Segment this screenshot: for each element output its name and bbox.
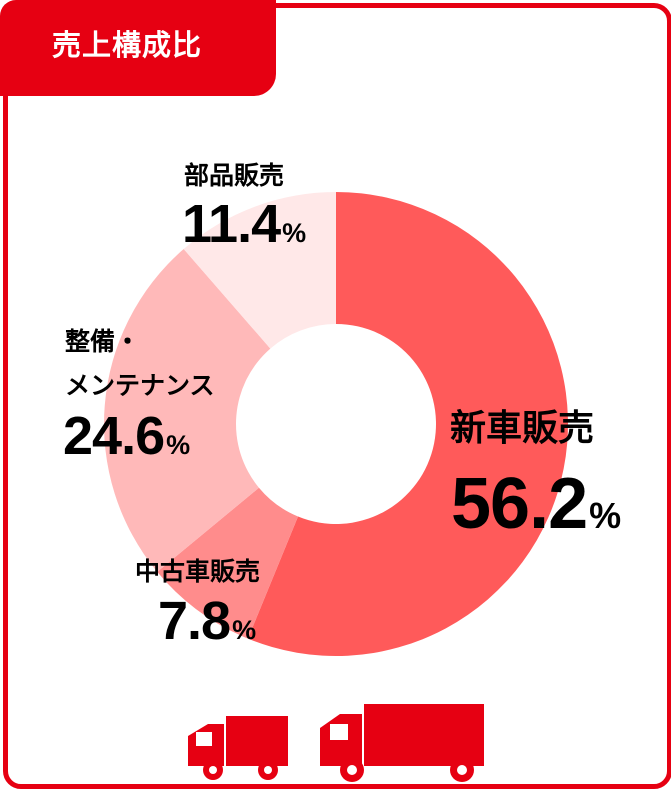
- label-new: 新車販売: [450, 408, 595, 449]
- value-new: 56.2%: [451, 464, 622, 544]
- slice-used-car-sales: [157, 487, 299, 639]
- value-parts: 11.4%: [182, 194, 307, 254]
- label-service-line2: メンテナンス: [65, 371, 215, 400]
- value-used: 7.8%: [158, 591, 257, 651]
- value-service: 24.6%: [63, 406, 191, 466]
- chart-card: [3, 3, 671, 789]
- large-truck-icon: [320, 704, 484, 782]
- label-parts: 部品販売: [184, 161, 285, 190]
- slice-new-car-sales: [247, 192, 569, 656]
- slice-maintenance: [103, 249, 271, 572]
- label-service-line1: 整備・: [65, 327, 141, 356]
- slice-parts-sales: [183, 192, 336, 349]
- label-used: 中古車販売: [135, 557, 261, 586]
- chart-title: 売上構成比: [52, 28, 203, 62]
- title-tab: 売上構成比: [0, 0, 276, 96]
- small-truck-icon: [188, 716, 288, 780]
